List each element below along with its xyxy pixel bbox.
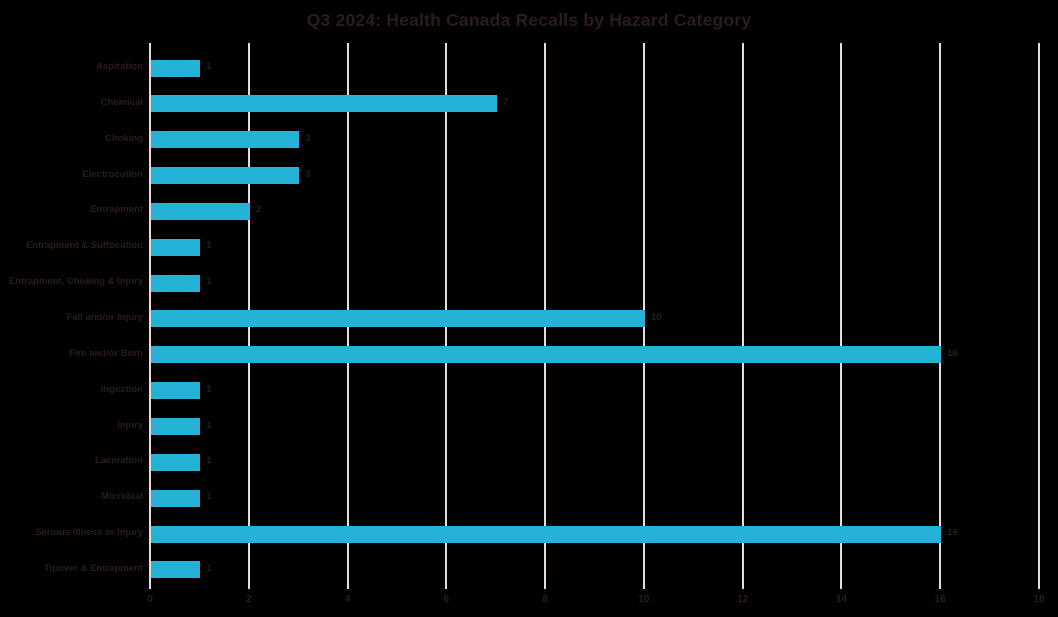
category-label: Entrapment & Suffocation [25, 240, 143, 252]
bar-fall-and-or-injury [151, 310, 645, 328]
category-label: Tipover & Entrapment [43, 562, 143, 574]
bar-serious-illness-or-injury [151, 525, 942, 543]
bar-microbial [151, 489, 201, 507]
chart-title: Q3 2024: Health Canada Recalls by Hazard… [306, 10, 752, 30]
x-axis-tick-label: 4 [344, 594, 351, 605]
bar-injury [151, 418, 201, 435]
data-label: 1 [206, 383, 212, 395]
bar-choking [151, 131, 300, 149]
data-label: 10 [650, 311, 662, 323]
category-label: Entrapment, Choking & Injury [8, 276, 143, 288]
data-label: 3 [305, 132, 311, 144]
x-axis-tick-label: 18 [1033, 594, 1045, 605]
bar-entrapment [151, 202, 250, 220]
data-label: 1 [206, 61, 212, 72]
category-label: Choking [105, 132, 143, 144]
bar-fire-and-or-burn [151, 346, 942, 364]
data-label: 16 [947, 347, 958, 359]
data-label: 1 [206, 276, 212, 288]
category-label: Electrocution [82, 168, 143, 180]
gridline-x-0 [149, 43, 151, 589]
data-label: 3 [305, 168, 311, 180]
x-axis-tick-label: 14 [835, 594, 847, 605]
x-axis-tick-label: 2 [245, 594, 252, 605]
category-label: Ingestion [100, 383, 143, 395]
category-label: Microbial [101, 491, 143, 503]
category-label: Serious Illness or Injury [35, 527, 143, 539]
bar-entrapment-choking-injury [151, 274, 201, 292]
bar-ingestion [151, 382, 201, 400]
gridline-x-12 [741, 43, 744, 589]
data-label: 1 [206, 455, 212, 467]
bar-electrocution [151, 167, 300, 185]
data-label: 1 [206, 562, 212, 574]
category-label: Aspiration [96, 61, 143, 72]
bar-laceration [151, 453, 201, 471]
data-label: 2 [255, 204, 262, 216]
x-axis-tick-label: 16 [934, 594, 946, 605]
x-axis-tick-label: 8 [542, 594, 548, 605]
bar-tipover-entrapment [151, 561, 201, 579]
data-label: 16 [947, 527, 958, 539]
x-axis-tick-label: 6 [443, 594, 450, 605]
data-label: 1 [206, 240, 212, 252]
x-axis-tick-label: 10 [638, 594, 650, 605]
category-label: Fire and/or Burn [69, 347, 143, 359]
category-label: Chemical [100, 96, 143, 108]
data-label: 1 [206, 491, 212, 503]
bar-aspiration [151, 59, 201, 77]
gridline-x-18 [1038, 43, 1040, 589]
category-label: Injury [117, 419, 143, 431]
gridline-x-16 [939, 43, 942, 589]
x-axis-tick-label: 0 [147, 594, 153, 605]
gridline-x-14 [840, 43, 843, 589]
x-axis-tick-label: 12 [737, 594, 749, 605]
category-label: Fall and/or Injury [66, 311, 143, 323]
bar-entrapment-suffocation [151, 238, 201, 256]
data-label: 7 [502, 96, 509, 108]
category-label: Laceration [94, 455, 143, 467]
category-label: Entrapment [90, 204, 143, 216]
data-label: 1 [206, 419, 212, 431]
bar-chemical [151, 95, 497, 113]
